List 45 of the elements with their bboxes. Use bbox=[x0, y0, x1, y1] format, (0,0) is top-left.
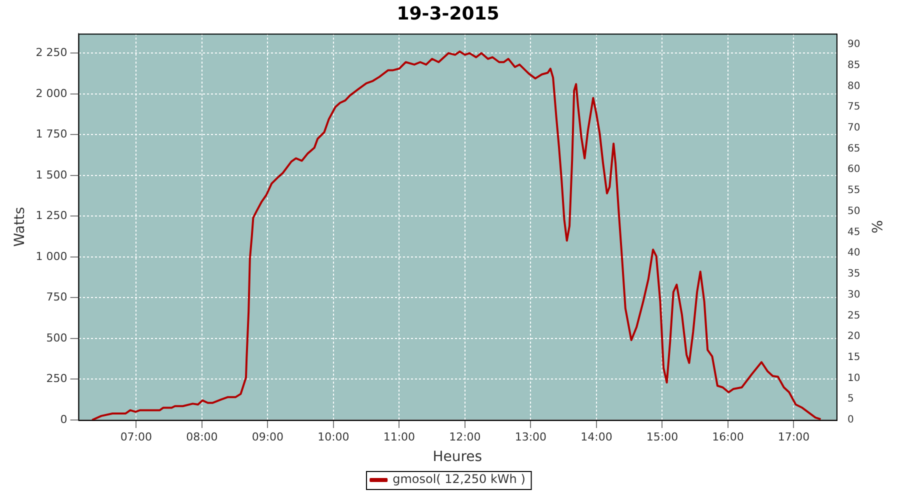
y-tick-label: 500 bbox=[46, 331, 68, 344]
y2-tick-label: 25 bbox=[847, 310, 860, 322]
y2-tick-label: 50 bbox=[847, 206, 860, 217]
y2-axis-title: % bbox=[868, 220, 884, 234]
x-tick-label: 14:00 bbox=[580, 430, 612, 444]
y2-tick-label: 35 bbox=[847, 268, 860, 280]
x-tick-label: 12:00 bbox=[449, 430, 481, 444]
y2-tick-label: 70 bbox=[847, 122, 860, 134]
x-tick-label: 10:00 bbox=[318, 430, 350, 444]
y-axis-title: Watts bbox=[12, 206, 28, 247]
y2-tick-label: 90 bbox=[847, 39, 860, 50]
y2-tick-label: 5 bbox=[847, 394, 854, 405]
chart-title: 19-3-2015 bbox=[396, 3, 500, 24]
y-tick-label: 1 500 bbox=[36, 168, 68, 182]
x-tick-label: 13:00 bbox=[514, 430, 547, 444]
x-tick-label: 16:00 bbox=[712, 430, 744, 444]
y2-tick-label: 15 bbox=[847, 352, 860, 363]
x-tick-label: 08:00 bbox=[186, 430, 218, 444]
y-tick-label: 2 000 bbox=[36, 86, 68, 100]
y2-tick-label: 55 bbox=[847, 185, 860, 196]
y2-tick-label: 40 bbox=[847, 248, 860, 259]
y2-tick-label: 10 bbox=[847, 372, 860, 384]
y2-tick-label: 45 bbox=[847, 226, 860, 238]
y2-tick-label: 60 bbox=[847, 164, 860, 176]
y-tick-label: 250 bbox=[46, 372, 68, 386]
y2-tick-label: 20 bbox=[847, 331, 860, 342]
x-tick-label: 07:00 bbox=[120, 430, 152, 444]
y-tick-label: 1 000 bbox=[36, 250, 68, 263]
y-tick-label: 750 bbox=[46, 290, 68, 304]
y-tick-label: 2 250 bbox=[36, 46, 68, 60]
x-axis-title: Heures bbox=[432, 449, 482, 466]
y2-tick-label: 30 bbox=[847, 289, 860, 300]
y2-tick-label: 80 bbox=[847, 80, 860, 92]
y2-tick-label: 65 bbox=[847, 143, 860, 154]
x-tick-label: 15:00 bbox=[646, 430, 678, 444]
y2-tick-label: 85 bbox=[847, 60, 860, 71]
y2-tick-label: 0 bbox=[847, 414, 854, 426]
x-tick-label: 17:00 bbox=[778, 430, 810, 444]
legend-label: gmosol( 12,250 kWh ) bbox=[392, 472, 526, 486]
y-tick-label: 0 bbox=[60, 412, 68, 426]
x-tick-label: 11:00 bbox=[383, 430, 416, 444]
x-tick-label: 09:00 bbox=[252, 430, 284, 444]
y2-tick-label: 75 bbox=[847, 102, 860, 113]
y-tick-label: 1 250 bbox=[36, 209, 68, 222]
y-tick-label: 1 750 bbox=[36, 128, 68, 141]
